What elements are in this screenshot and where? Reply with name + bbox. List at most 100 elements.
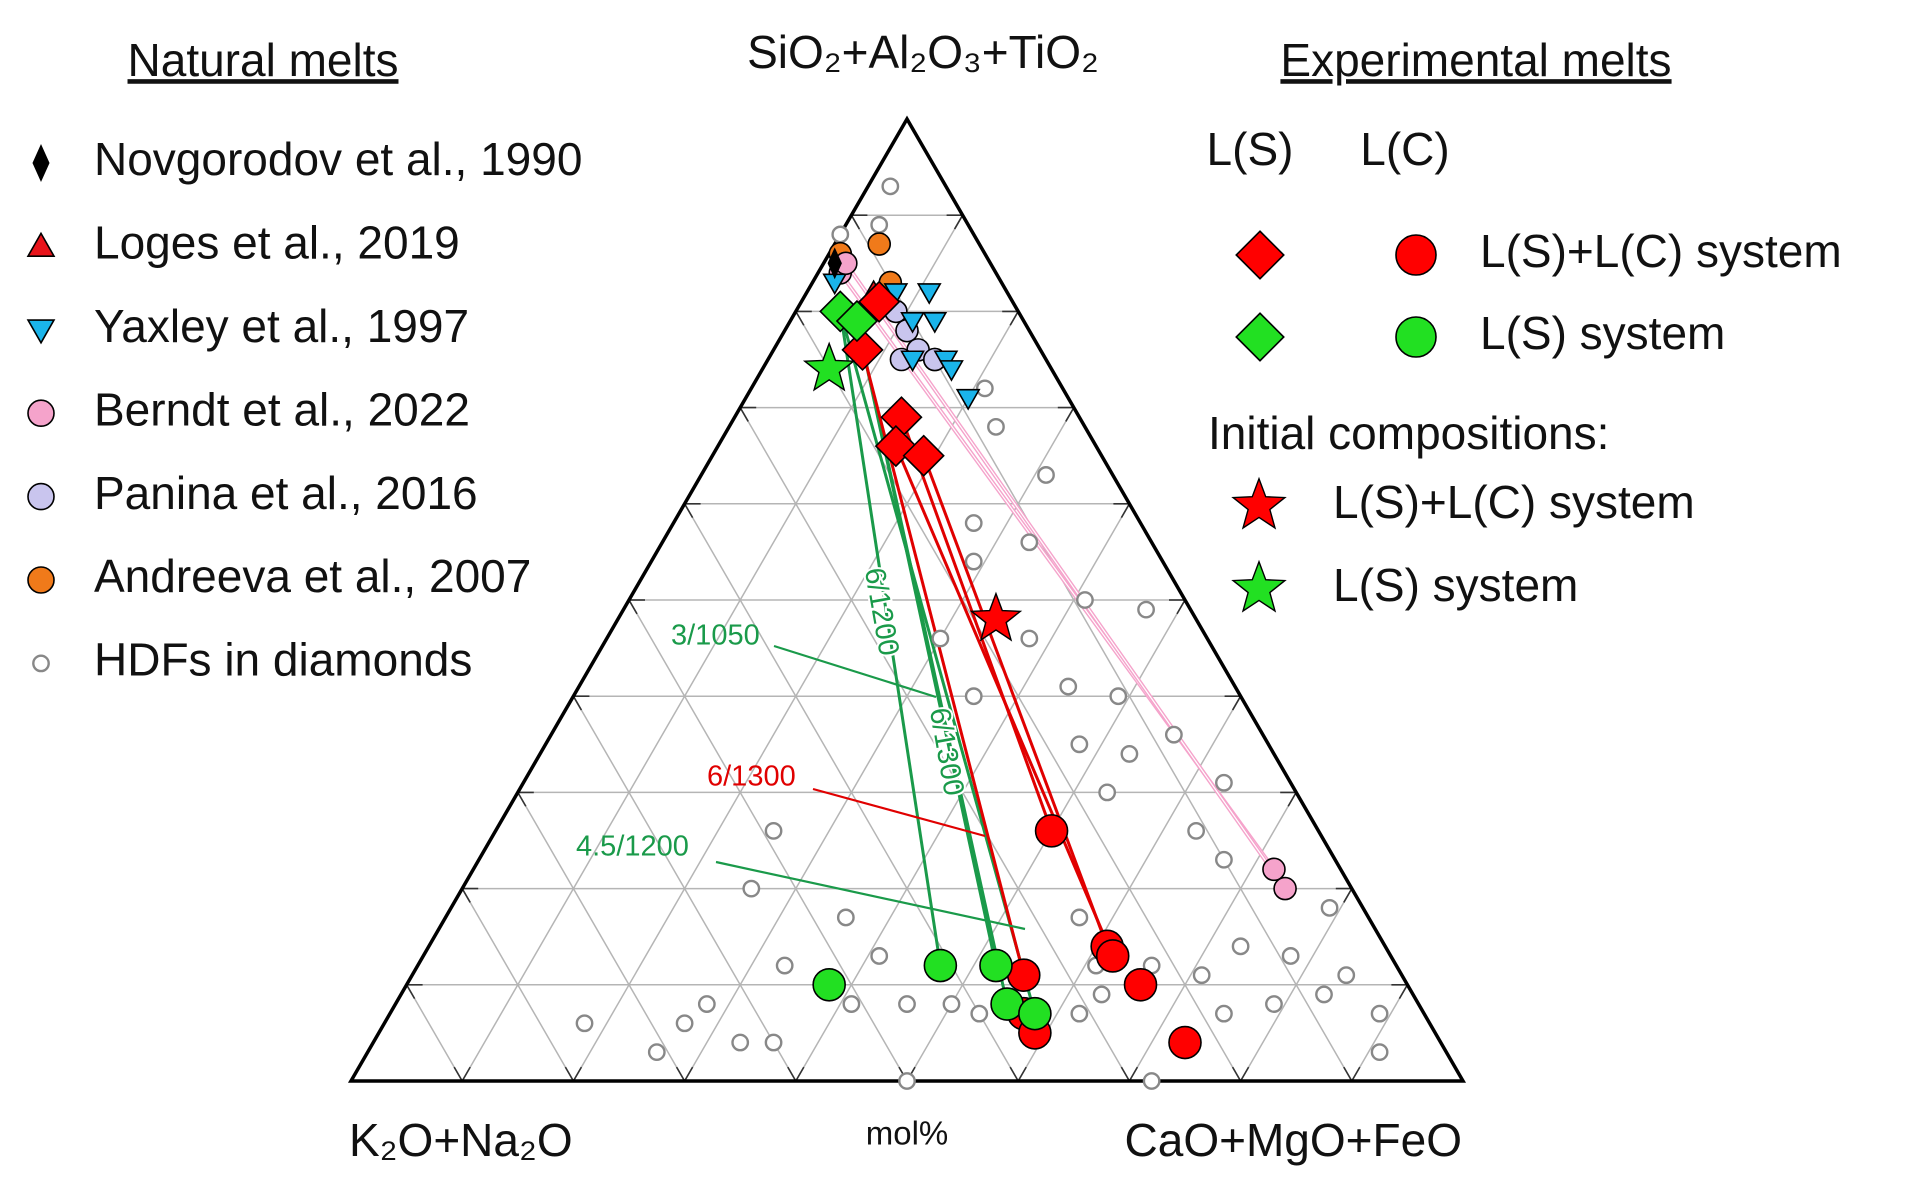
point <box>1235 312 1285 362</box>
point <box>1034 814 1069 848</box>
point <box>898 995 916 1013</box>
point <box>1192 966 1211 985</box>
annotation-leader <box>812 787 986 838</box>
tick-mark <box>461 888 471 903</box>
point <box>1215 773 1233 792</box>
tick-mark <box>572 1066 583 1082</box>
point <box>1020 533 1039 552</box>
point <box>1137 600 1155 619</box>
point <box>955 388 981 411</box>
point <box>898 1072 916 1090</box>
point <box>1315 985 1333 1004</box>
point <box>881 177 900 196</box>
point <box>969 591 1023 642</box>
tick-mark <box>517 791 527 807</box>
point <box>867 232 892 256</box>
point <box>1262 857 1286 882</box>
point <box>835 299 879 343</box>
tick-mark <box>453 1066 463 1082</box>
point <box>1092 985 1111 1004</box>
tie-line <box>855 320 1009 1005</box>
point <box>900 311 925 334</box>
grid-line <box>628 599 908 1082</box>
tick-mark <box>850 214 861 230</box>
grid-line <box>683 407 1075 1082</box>
point <box>1037 466 1055 484</box>
point <box>916 283 942 305</box>
point <box>1370 1043 1389 1062</box>
point <box>647 1043 666 1062</box>
initial-title: Initial compositions: <box>1208 407 1609 459</box>
tick-mark <box>1128 1066 1139 1082</box>
point <box>922 311 948 334</box>
point <box>900 350 925 373</box>
point <box>858 280 901 323</box>
point <box>1395 316 1437 358</box>
tick-mark <box>795 310 805 326</box>
point <box>902 434 945 477</box>
point <box>975 379 994 398</box>
point <box>987 417 1005 436</box>
tick-mark <box>1065 407 1075 422</box>
grid-line <box>461 214 964 1082</box>
column-header: L(S) <box>1207 123 1294 175</box>
point <box>26 231 56 257</box>
point <box>764 821 783 840</box>
legend-label: Panina et al., 2016 <box>94 467 478 519</box>
point <box>1142 1072 1161 1090</box>
point <box>1168 1025 1202 1060</box>
tick-mark <box>795 1066 805 1082</box>
annotation: 6/1300 <box>707 761 796 793</box>
point <box>32 144 50 182</box>
tick-mark <box>1343 888 1353 903</box>
point <box>836 908 855 927</box>
point <box>812 967 846 1002</box>
point <box>1164 725 1183 744</box>
grid-line <box>405 984 463 1082</box>
natural-title: Natural melts <box>128 34 399 86</box>
point <box>1070 1004 1089 1023</box>
marks <box>575 177 1389 1090</box>
point <box>802 341 856 392</box>
point <box>697 995 716 1013</box>
point <box>1095 939 1130 973</box>
point <box>831 225 850 244</box>
tick-mark <box>572 695 583 711</box>
grid <box>347 115 1467 1083</box>
legend-label: L(S) system <box>1333 559 1578 611</box>
experimental-title: Experimental melts <box>1280 34 1671 86</box>
point <box>675 1014 694 1033</box>
point <box>1231 559 1287 613</box>
grid-line <box>1351 984 1409 1082</box>
tick-mark <box>953 214 964 230</box>
tie-lines <box>715 262 1287 1015</box>
point <box>1059 677 1078 696</box>
point <box>1070 908 1089 927</box>
point <box>970 1004 989 1023</box>
point <box>1123 967 1158 1002</box>
point <box>827 247 842 280</box>
point <box>1109 687 1128 706</box>
tick-mark <box>1176 599 1186 615</box>
point <box>1120 745 1139 763</box>
tick-mark <box>683 503 694 519</box>
legend-label: Loges et al., 2019 <box>94 217 460 269</box>
point <box>1018 996 1052 1031</box>
point <box>1098 783 1117 802</box>
annotation: 4.5/1200 <box>576 831 689 863</box>
grid-line <box>517 792 686 1082</box>
point <box>841 328 884 372</box>
point <box>27 566 55 594</box>
grid-line <box>1239 888 1353 1082</box>
point <box>1070 735 1089 754</box>
annotation: 6/1200 <box>858 565 905 658</box>
grid-line <box>1017 695 1242 1082</box>
point <box>27 399 55 428</box>
point <box>1281 947 1300 965</box>
tick-mark <box>739 407 749 422</box>
tick-mark <box>1287 791 1297 807</box>
tick-mark <box>1239 1066 1250 1082</box>
legend: Novgorodov et al., 1990 Loges et al., 201… <box>26 133 1842 863</box>
point <box>964 514 983 532</box>
